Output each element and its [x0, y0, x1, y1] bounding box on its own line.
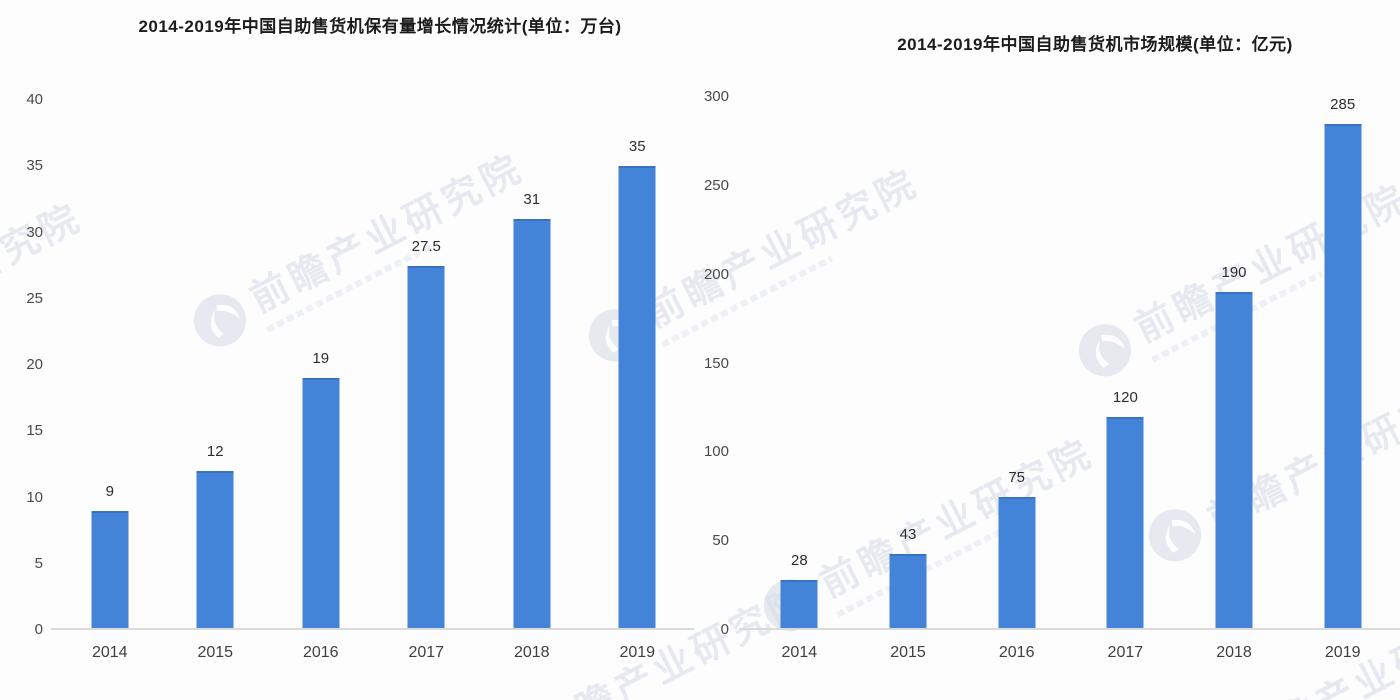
- bar-value-label: 120: [1112, 388, 1138, 406]
- bar-value-label: 35: [628, 138, 646, 156]
- bar-group: 19 2016: [268, 100, 374, 661]
- bar-group: 120 2017: [1071, 97, 1180, 661]
- bar-value-label: 9: [105, 482, 114, 500]
- bar: [1215, 292, 1253, 630]
- x-axis-label: 2018: [1216, 644, 1252, 661]
- y-axis-tick-label: 20: [26, 356, 43, 373]
- bar: [998, 496, 1036, 630]
- bar-value-label: 43: [899, 525, 917, 543]
- y-axis-tick-label: 150: [703, 354, 729, 372]
- bar-group: 9 2014: [57, 100, 163, 661]
- x-axis-label: 2017: [1107, 644, 1144, 661]
- bar-group: 43 2015: [854, 97, 963, 661]
- bar-value-label: 75: [1008, 468, 1026, 486]
- bar-value-label: 31: [523, 191, 541, 209]
- y-axis-tick-label: 50: [712, 532, 729, 550]
- y-axis-tick-label: 10: [26, 488, 43, 506]
- bar-group: 12 2015: [163, 100, 269, 661]
- bar: [889, 553, 927, 630]
- bar-group: 27.5 2017: [374, 100, 480, 661]
- plot-area: 0 50 100 150 200 250 300 28 2014 43 2015 75 2016 120…: [704, 88, 1400, 661]
- bar-group: 31 2018: [479, 100, 585, 661]
- x-axis-label: 2015: [890, 644, 926, 661]
- bars-container: 28 2014 43 2015 75 2016 120 2017 190 2018 285 2019: [745, 95, 1397, 661]
- bar: [407, 265, 445, 630]
- x-axis-label: 2019: [619, 644, 656, 661]
- x-axis-line: [51, 628, 694, 630]
- y-axis-tick-label: 100: [703, 443, 729, 461]
- bar: [780, 580, 818, 630]
- bar: [91, 510, 129, 630]
- y-axis-tick-label: 300: [703, 88, 729, 105]
- x-axis-line: [739, 628, 1400, 630]
- plot-area: 0 5 10 15 20 25 30 35 40 9 2014 12 2015 19 2016 27.5 20…: [26, 91, 694, 661]
- y-axis-tick-label: 15: [26, 422, 43, 440]
- chart-title: 2014-2019年中国自助售货机市场规模(单位：亿元): [897, 35, 1293, 54]
- x-axis-label: 2017: [408, 644, 445, 661]
- bar-group: 28 2014: [745, 97, 854, 661]
- x-axis-label: 2016: [998, 644, 1035, 661]
- bar-value-label: 12: [206, 443, 224, 460]
- bar: [618, 166, 656, 630]
- bar-group: 190 2018: [1180, 97, 1289, 661]
- bar: [1106, 416, 1144, 630]
- y-axis-tick-label: 0: [720, 621, 729, 638]
- x-axis-label: 2015: [197, 644, 234, 661]
- y-axis-tick-label: 200: [703, 265, 729, 283]
- y-axis-tick-label: 30: [26, 223, 43, 241]
- bar-value-label: 28: [790, 552, 808, 570]
- chart-vending-machine-holdings: 2014-2019年中国自助售货机保有量增长情况统计(单位：万台) 0 5 10 15…: [26, 17, 694, 661]
- bar: [1324, 123, 1362, 630]
- x-axis-label: 2018: [513, 644, 550, 661]
- bar-group: 75 2016: [962, 97, 1071, 661]
- y-axis-tick-label: 5: [34, 554, 43, 572]
- y-axis-tick-label: 250: [703, 176, 729, 194]
- y-axis-tick-label: 0: [34, 621, 43, 638]
- bar-group: 285 2019: [1288, 95, 1397, 661]
- bar: [513, 219, 551, 630]
- bar-value-label: 27.5: [411, 237, 441, 255]
- y-axis-tick-label: 35: [26, 157, 43, 175]
- x-axis-label: 2014: [781, 644, 818, 661]
- bar-value-label: 285: [1330, 95, 1356, 113]
- bar-value-label: 19: [312, 350, 330, 368]
- x-axis-label: 2019: [1324, 644, 1361, 661]
- y-axis-tick-label: 40: [26, 91, 43, 108]
- bar-group: 35 2019: [585, 100, 691, 661]
- bars-container: 9 2014 12 2015 19 2016 27.5 2017 31 2018 35 2019: [57, 100, 691, 661]
- chart-title: 2014-2019年中国自助售货机保有量增长情况统计(单位：万台): [138, 17, 622, 36]
- x-axis-label: 2016: [302, 644, 339, 661]
- chart-vending-machine-market-size: 2014-2019年中国自助售货机市场规模(单位：亿元) 0 50 100 150 20…: [700, 0, 1400, 700]
- bar-value-label: 190: [1221, 264, 1247, 282]
- bar: [196, 471, 234, 630]
- x-axis-label: 2014: [91, 644, 128, 661]
- y-axis-tick-label: 25: [26, 289, 43, 307]
- bar: [302, 378, 340, 630]
